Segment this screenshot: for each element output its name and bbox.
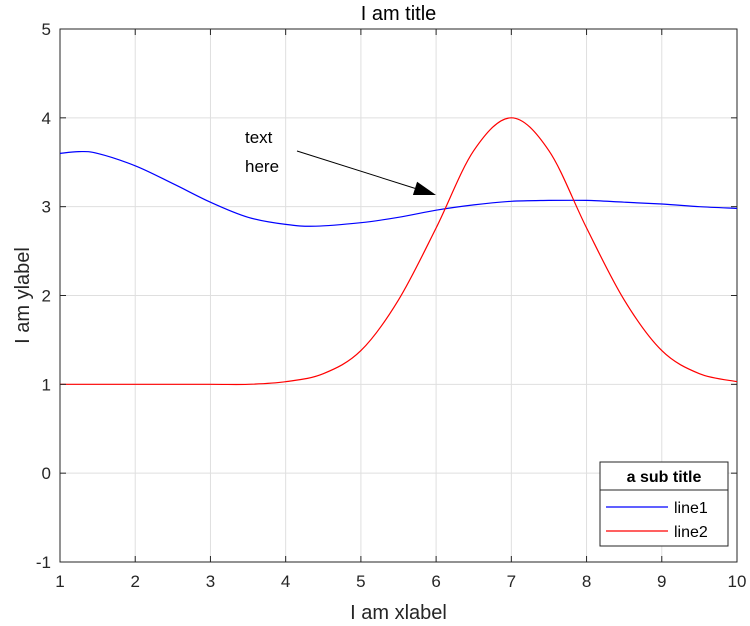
x-tick-label: 2 [130, 572, 139, 591]
x-tick-label: 9 [657, 572, 666, 591]
annotation: text here [245, 128, 436, 195]
legend-label-2: line2 [674, 524, 708, 541]
annotation-text: text [245, 128, 273, 147]
x-tick-label: 5 [356, 572, 365, 591]
x-tick-label: 3 [206, 572, 215, 591]
annotation-arrow-head [412, 181, 436, 195]
legend-label-1: line1 [674, 500, 708, 517]
y-tick-label: 2 [42, 287, 51, 306]
x-tick-label: 10 [728, 572, 747, 591]
series-layer [59, 117, 738, 386]
y-axis-label: I am ylabel [12, 247, 34, 344]
y-tick-label: 3 [42, 198, 51, 217]
x-tick-label: 8 [582, 572, 591, 591]
tick-layer: 1 2 3 4 5 6 7 8 9 10 -1 0 1 2 3 4 5 [36, 20, 747, 591]
y-tick-label: 5 [42, 20, 51, 39]
annotation-arrow-shaft [296, 150, 416, 189]
chart-title: I am title [361, 3, 437, 25]
x-tick-label: 7 [507, 572, 516, 591]
annotation-text: here [245, 157, 279, 176]
legend-title: a sub title [627, 469, 702, 486]
x-tick-label: 6 [431, 572, 440, 591]
legend: a sub title line1 line2 [599, 461, 729, 547]
y-tick-label: 4 [42, 109, 51, 128]
y-tick-label: 0 [42, 464, 51, 483]
x-tick-label: 1 [55, 572, 64, 591]
x-tick-label: 4 [281, 572, 290, 591]
legend-box [599, 461, 729, 547]
x-axis-label: I am xlabel [350, 602, 447, 624]
y-tick-label: 1 [42, 375, 51, 394]
y-tick-label: -1 [36, 553, 51, 572]
series-line-1 [59, 150, 738, 227]
series-line-2 [59, 117, 738, 386]
